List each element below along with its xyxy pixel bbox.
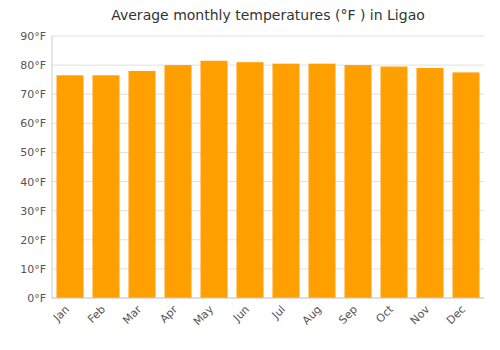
bar <box>273 64 300 298</box>
y-axis-line <box>52 36 53 298</box>
y-tick-label: 80°F <box>20 59 46 72</box>
x-axis-line <box>52 298 484 299</box>
x-tick-label: Aug <box>300 303 324 327</box>
x-tick-label: Sep <box>336 303 360 327</box>
y-grid <box>52 36 484 298</box>
x-tick-labels: Jan Feb Mar Apr May Jun Jul Aug Sep Oct Nov Dec <box>50 302 468 328</box>
bar <box>129 71 156 298</box>
x-tick-label: Jul <box>269 303 288 322</box>
y-tick-label: 90°F <box>20 30 46 43</box>
bar <box>57 75 84 298</box>
bar <box>381 67 408 298</box>
bars <box>57 61 480 298</box>
x-tick-label: Feb <box>85 303 108 326</box>
x-tick-label: Jan <box>50 303 72 325</box>
chart: Average monthly temperatures (°F ) in Li… <box>0 0 500 350</box>
y-tick-label: 0°F <box>27 292 46 305</box>
chart-container: Average monthly temperatures (°F ) in Li… <box>0 0 500 350</box>
y-tick-label: 50°F <box>20 146 46 159</box>
y-tick-label: 10°F <box>20 263 46 276</box>
x-tick-label: May <box>191 303 217 329</box>
bar <box>345 65 372 298</box>
bar <box>165 65 192 298</box>
bar <box>309 64 336 298</box>
bar <box>453 72 480 298</box>
x-tick-label: Oct <box>373 302 396 325</box>
x-tick-label: Mar <box>120 303 144 327</box>
x-tick-label: Dec <box>444 303 468 327</box>
y-tick-label: 70°F <box>20 88 46 101</box>
grid-line <box>52 65 484 66</box>
x-tick-label: Nov <box>408 303 433 328</box>
bar <box>237 62 264 298</box>
y-tick-label: 30°F <box>20 205 46 218</box>
x-tick-label: Jun <box>230 303 252 325</box>
title: Average monthly temperatures (°F ) in Li… <box>111 7 425 23</box>
y-tick-label: 20°F <box>20 234 46 247</box>
grid-line <box>52 298 484 299</box>
y-tick-label: 40°F <box>20 176 46 189</box>
bar <box>93 75 120 298</box>
grid-line <box>52 36 484 37</box>
bar <box>417 68 444 298</box>
y-tick-labels: 0°F 10°F 20°F 30°F 40°F 50°F 60°F 70°F 80°F 90°F <box>20 30 46 305</box>
x-tick-label: Apr <box>157 303 180 326</box>
bar <box>201 61 228 298</box>
y-tick-label: 60°F <box>20 117 46 130</box>
